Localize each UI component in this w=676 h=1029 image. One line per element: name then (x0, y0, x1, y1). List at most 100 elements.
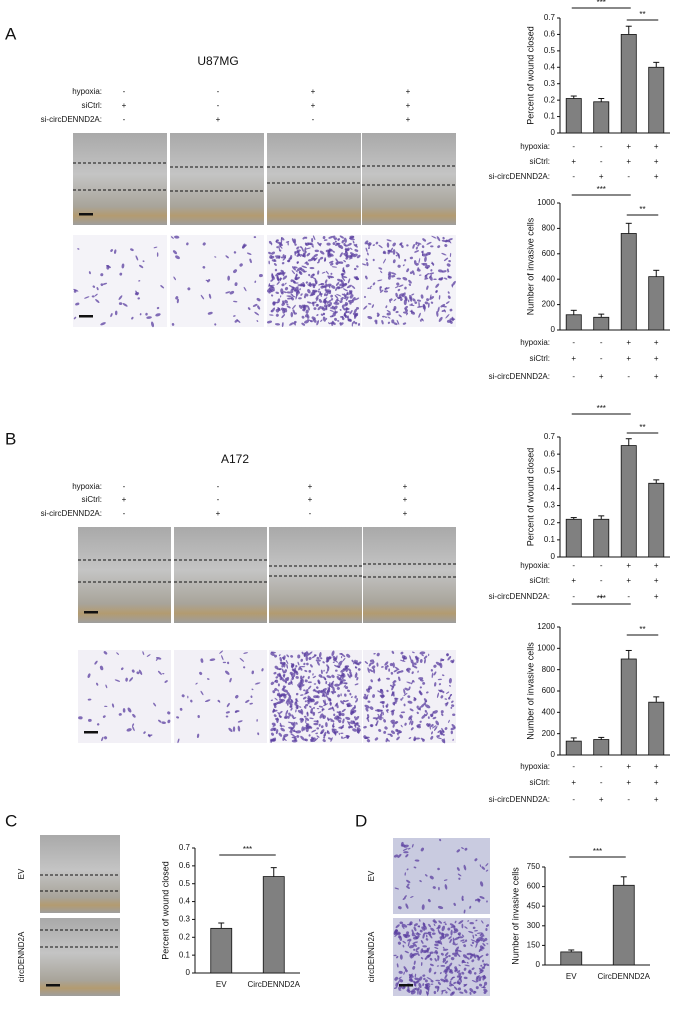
cell (301, 308, 307, 311)
cell (289, 703, 293, 708)
cell (356, 728, 360, 734)
cell (327, 737, 332, 740)
cell (407, 986, 410, 992)
bar (620, 658, 637, 756)
cell (284, 299, 288, 304)
cell (399, 243, 403, 246)
cell (272, 709, 278, 712)
cell (413, 698, 417, 702)
cell (433, 990, 437, 995)
cell (417, 670, 419, 673)
condition-mark: + (654, 172, 659, 181)
cell (197, 714, 200, 719)
cell (307, 681, 312, 684)
y-tick-label: 0.6 (179, 861, 191, 870)
cell (484, 937, 488, 942)
cell (299, 667, 303, 671)
cell (394, 285, 399, 289)
cell (339, 244, 344, 250)
cell (383, 258, 386, 264)
cell (463, 967, 467, 971)
cell (256, 320, 259, 322)
condition-label: si-circDENND2A: (489, 172, 550, 181)
cell (132, 723, 135, 727)
cell (419, 679, 424, 682)
cell (429, 963, 434, 967)
cell (289, 322, 295, 326)
cell (281, 668, 285, 674)
cell (306, 662, 309, 666)
y-tick-label: 400 (542, 274, 556, 283)
cell (256, 719, 258, 722)
cell (412, 270, 415, 276)
cell (148, 733, 151, 738)
cell (385, 305, 388, 309)
cell (444, 974, 448, 980)
cell (339, 680, 343, 685)
cell (77, 248, 80, 250)
cell (367, 287, 371, 289)
condition-mark: + (571, 576, 576, 585)
cell (351, 322, 354, 327)
x-tick-label: EV (566, 972, 577, 981)
cell (407, 941, 410, 947)
cell (177, 738, 180, 744)
cell (324, 299, 327, 304)
cell (421, 250, 424, 257)
x-tick-label: CircDENND2A (248, 980, 301, 989)
cell (436, 926, 440, 930)
cell (175, 255, 180, 260)
cell (476, 937, 480, 940)
cell (318, 291, 322, 296)
cell (418, 274, 422, 276)
cell (414, 973, 417, 978)
cell (339, 316, 344, 318)
cell (481, 966, 485, 970)
cell (340, 653, 346, 658)
bar (620, 34, 637, 134)
cell (448, 719, 450, 723)
cell (321, 708, 325, 711)
cell (474, 858, 478, 862)
cell (329, 284, 331, 289)
bar (648, 482, 665, 558)
cell (441, 270, 447, 273)
cell (416, 660, 419, 664)
cell (475, 942, 478, 948)
cell (281, 322, 284, 328)
cell (464, 964, 470, 967)
cell (410, 720, 414, 726)
cell (342, 657, 346, 662)
cell (234, 282, 238, 287)
cell (279, 722, 282, 728)
bar (612, 884, 635, 966)
cell (346, 311, 350, 314)
cell (295, 704, 299, 710)
cell (156, 252, 159, 257)
cell (398, 935, 402, 939)
cell (481, 975, 485, 978)
cell (450, 706, 453, 709)
y-tick-label: 0.1 (544, 535, 556, 544)
cell (131, 316, 134, 320)
cell (428, 653, 430, 657)
condition-mark: + (406, 115, 411, 124)
cell (401, 925, 405, 930)
condition-mark: - (627, 592, 630, 601)
cell (369, 285, 373, 288)
cell (274, 697, 278, 701)
cell (452, 738, 454, 741)
cell (456, 970, 461, 974)
cell (305, 281, 309, 284)
cell (326, 299, 332, 304)
cell (459, 991, 464, 994)
cell (431, 235, 437, 239)
cell (297, 289, 301, 294)
cell (158, 719, 162, 723)
cell (434, 943, 439, 947)
cell (450, 983, 455, 986)
cell (427, 898, 431, 903)
cell (181, 694, 185, 698)
cell (302, 675, 305, 679)
cell (87, 698, 92, 701)
